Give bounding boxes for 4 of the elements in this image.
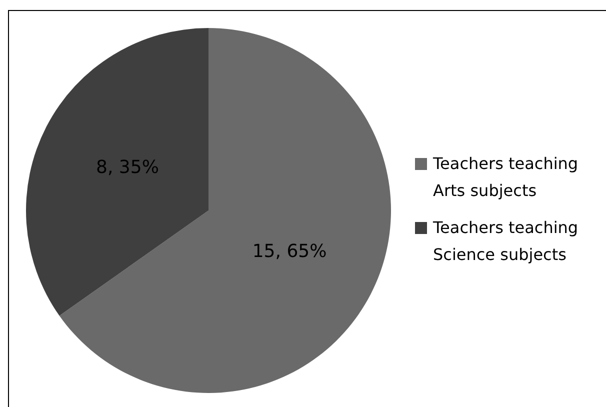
data-label: 15, 65% [252,241,327,262]
legend-label: Teachers teaching Science subjects [433,217,580,266]
data-label: 8, 35% [96,157,159,178]
legend-label: Teachers teaching Arts subjects [433,153,580,202]
